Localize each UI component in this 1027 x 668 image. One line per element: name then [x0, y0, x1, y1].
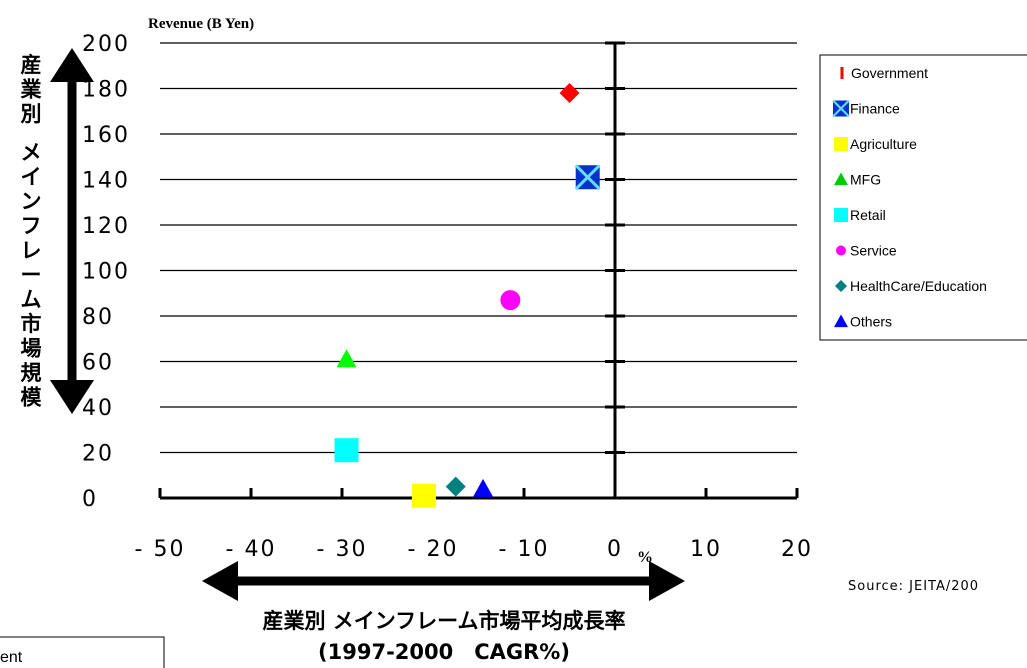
legend-icon	[840, 67, 844, 79]
y-axis-label-char: 業	[21, 78, 43, 102]
y-tick-labels: 0 20 40 60 80 100 120 140 160 180 200	[82, 32, 130, 512]
y-tick-label: 180	[82, 78, 130, 103]
y-tick-label: 40	[82, 396, 114, 421]
legend-icon	[836, 245, 846, 256]
legend: Government Finance Agriculture MFG Retail Ser…	[819, 54, 1027, 341]
clipped-box-text: ent	[0, 649, 23, 666]
legend-label: Agriculture	[850, 136, 917, 152]
legend-icon	[834, 208, 848, 222]
legend-icon	[834, 314, 848, 328]
x-tick-label: - 40	[226, 537, 277, 562]
y-axis-label-char: 市	[21, 312, 42, 336]
y-axis-label-char: レ	[21, 239, 42, 263]
x-tick-label: - 30	[317, 537, 368, 562]
data-point-government	[559, 83, 580, 104]
gridlines	[160, 42, 797, 454]
data-point-service	[500, 290, 521, 311]
data-points	[334, 83, 601, 508]
data-point-retail	[334, 438, 359, 463]
x-tick-label: - 10	[499, 537, 550, 562]
y-axis-label-char: イ	[21, 165, 42, 189]
data-point-mfg	[336, 349, 357, 368]
legend-label: Government	[851, 65, 928, 81]
legend-label: Retail	[850, 207, 886, 223]
x-tick-label: 20	[781, 537, 813, 562]
y-axis-label-char: 規	[21, 361, 42, 385]
y-axis-label-char: ー	[21, 263, 42, 287]
legend-icon	[835, 280, 847, 292]
x-axis-label-line1: 産業別 メインフレーム市場平均成長率	[262, 609, 625, 633]
legend-icon	[834, 137, 848, 151]
y-tick-label: 0	[82, 487, 98, 512]
y-axis-label-char: メ	[21, 141, 42, 165]
y-axis-label-char: 別	[21, 102, 42, 126]
y-tick-label: 20	[82, 442, 114, 467]
y-tick-label: 200	[82, 32, 130, 57]
legend-label: MFG	[850, 172, 881, 188]
legend-label: Others	[850, 314, 892, 330]
x-tick-label: - 50	[135, 537, 186, 562]
y-tick-label: 80	[82, 305, 114, 330]
y-tick-label: 160	[82, 123, 130, 148]
y-tick-label: 100	[82, 260, 130, 285]
legend-label: Service	[850, 243, 897, 259]
data-point-others	[473, 478, 494, 497]
data-point-agriculture	[411, 483, 436, 508]
legend-label: HealthCare/Education	[850, 278, 987, 294]
legend-label: Finance	[850, 101, 900, 117]
legend-icon	[834, 172, 848, 186]
axes	[158, 41, 799, 500]
legend-box	[819, 54, 1027, 341]
y-axis-arrow	[50, 48, 94, 414]
y-axis-label-char: ム	[21, 288, 42, 312]
x-tick-label: 0	[607, 537, 623, 562]
y-axis-label-char: 産	[21, 53, 42, 77]
y-axis-label-char: フ	[21, 214, 42, 238]
y-axis-label-char: 場	[21, 337, 42, 361]
clipped-text-box: ent	[0, 636, 165, 668]
y-axis-label-char: ン	[21, 190, 42, 214]
x-axis-label-line2: (1997-2000 CAGR%)	[318, 640, 570, 664]
data-point-healthcare-education	[445, 476, 466, 497]
legend-icon	[832, 99, 850, 118]
data-point-finance	[574, 164, 601, 191]
x-tick-labels: - 50 - 40 - 30 - 20 - 10 0 10 20	[135, 537, 813, 562]
x-tick-label: 10	[690, 537, 722, 562]
y-tick-label: 60	[82, 351, 114, 376]
y-tick-label: 120	[82, 214, 130, 239]
x-axis-arrow	[202, 561, 685, 601]
y-axis-label-char: 模	[21, 386, 43, 410]
y-tick-label: 140	[82, 169, 130, 194]
chart-title: Revenue (B Yen)	[148, 16, 254, 32]
x-tick-label: - 20	[408, 537, 459, 562]
source-note: Source: JEITA/200	[848, 579, 979, 594]
